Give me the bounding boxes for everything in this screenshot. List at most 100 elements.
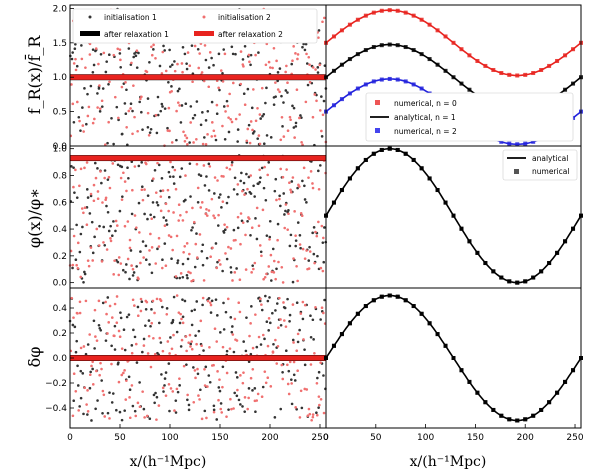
panel2-point-1 (174, 187, 178, 191)
panel4-point-1 (299, 312, 303, 315)
panel0-point-0 (104, 70, 108, 74)
panel4-point-1 (196, 367, 199, 371)
panel4-point-1 (260, 395, 264, 399)
panel2-point-0 (274, 177, 278, 181)
panel0-point-1 (215, 103, 219, 107)
panel5-marker-1 (355, 311, 360, 316)
panel2-point-0 (251, 264, 254, 267)
panel0-point-1 (173, 69, 177, 73)
panel4-point-0 (187, 403, 191, 407)
panel3-marker-1 (507, 279, 512, 284)
panel0-point-0 (75, 64, 79, 68)
panel4-point-0 (93, 347, 96, 350)
panel4-point-1 (104, 300, 107, 304)
panel2-point-1 (154, 262, 158, 265)
panel2-point-1 (141, 198, 145, 202)
panel1-marker-0 (363, 13, 368, 18)
panel0-ytick-label: 0.0 (53, 142, 68, 152)
panel2-point-0 (153, 169, 157, 172)
panel4-point-1 (212, 410, 216, 414)
panel2-point-0 (225, 201, 229, 205)
panel2-point-0 (197, 173, 201, 176)
panel4-point-0 (271, 311, 274, 315)
panel2-point-1 (241, 189, 244, 193)
panel0-point-0 (170, 85, 173, 88)
panel0-point-0 (322, 99, 326, 103)
panel1-marker-1 (339, 62, 344, 67)
panel0-point-0 (251, 132, 255, 135)
panel4-point-1 (206, 385, 209, 388)
panel2-point-0 (249, 192, 253, 195)
panel2-point-0 (308, 245, 311, 249)
panel0-point-0 (217, 52, 221, 56)
panel4-point-0 (265, 320, 269, 323)
panel2-point-0 (247, 175, 251, 179)
panel4-point-0 (267, 329, 270, 332)
panel0-point-1 (94, 47, 98, 50)
panel4-point-0 (261, 385, 265, 389)
panel4-point-0 (263, 337, 266, 341)
panel0-point-0 (91, 48, 95, 51)
panel3-marker-1 (363, 157, 368, 162)
panel2-point-0 (103, 243, 107, 247)
panel2-point-0 (259, 176, 262, 179)
panel0-point-1 (131, 132, 134, 136)
panel4-ytick-label: 0.0 (53, 354, 68, 364)
panel4-point-0 (96, 399, 99, 402)
panel2-point-0 (107, 229, 111, 233)
panel0-point-0 (91, 70, 95, 74)
panel2-point-1 (164, 202, 168, 206)
panel4-point-0 (218, 389, 222, 393)
panel0-point-0 (155, 131, 159, 135)
panel3-marker-1 (355, 166, 360, 171)
panel0-point-0 (282, 101, 285, 104)
panel2-point-1 (222, 175, 225, 178)
panel1-marker-0 (411, 13, 416, 18)
panel0-point-0 (98, 110, 102, 113)
panel2-point-1 (177, 219, 181, 222)
panel2-point-1 (169, 160, 172, 164)
panel0-point-1 (292, 45, 295, 48)
panel0-point-0 (299, 114, 302, 117)
panel0-point-1 (227, 116, 230, 119)
panel0-point-0 (290, 62, 294, 66)
panel4-point-0 (233, 391, 237, 395)
panel2-point-0 (264, 198, 268, 202)
panel0-point-0 (261, 114, 264, 118)
panel0-point-0 (171, 63, 174, 67)
panel3-marker-1 (419, 166, 424, 171)
panel2-point-0 (205, 175, 208, 178)
panel4-point-1 (95, 369, 98, 373)
panel0-point-0 (199, 123, 203, 127)
panel2-point-1 (263, 275, 267, 279)
panel0-point-1 (320, 129, 323, 133)
panel4-point-1 (294, 406, 297, 409)
panel0-point-0 (176, 89, 180, 93)
panel0-point-1 (170, 89, 174, 93)
panel0-point-0 (96, 92, 99, 95)
panel4-point-0 (165, 307, 169, 310)
panel2-point-0 (150, 271, 154, 275)
panel4-point-0 (224, 310, 228, 314)
panel2-point-1 (117, 273, 121, 277)
panel2-point-1 (152, 177, 155, 181)
panel2-point-1 (154, 191, 158, 194)
panel2-point-0 (229, 271, 233, 274)
panel2-point-0 (162, 216, 166, 219)
panel4-point-1 (241, 381, 245, 385)
panel2-point-0 (289, 233, 293, 237)
panel2-point-1 (150, 217, 154, 221)
panel0-point-0 (83, 87, 86, 90)
panel2-point-1 (305, 249, 308, 252)
panel0-point-1 (243, 103, 247, 107)
panel4-point-0 (122, 328, 126, 332)
panel2-point-0 (141, 240, 145, 243)
panel2-point-1 (89, 246, 93, 249)
panel2-point-1 (192, 220, 196, 224)
panel2-point-0 (323, 226, 326, 229)
panel2-point-0 (85, 206, 89, 209)
panel2-point-1 (89, 192, 93, 196)
panel2-point-1 (261, 208, 265, 212)
panel0-point-1 (180, 62, 184, 65)
panel2-point-1 (300, 214, 304, 218)
